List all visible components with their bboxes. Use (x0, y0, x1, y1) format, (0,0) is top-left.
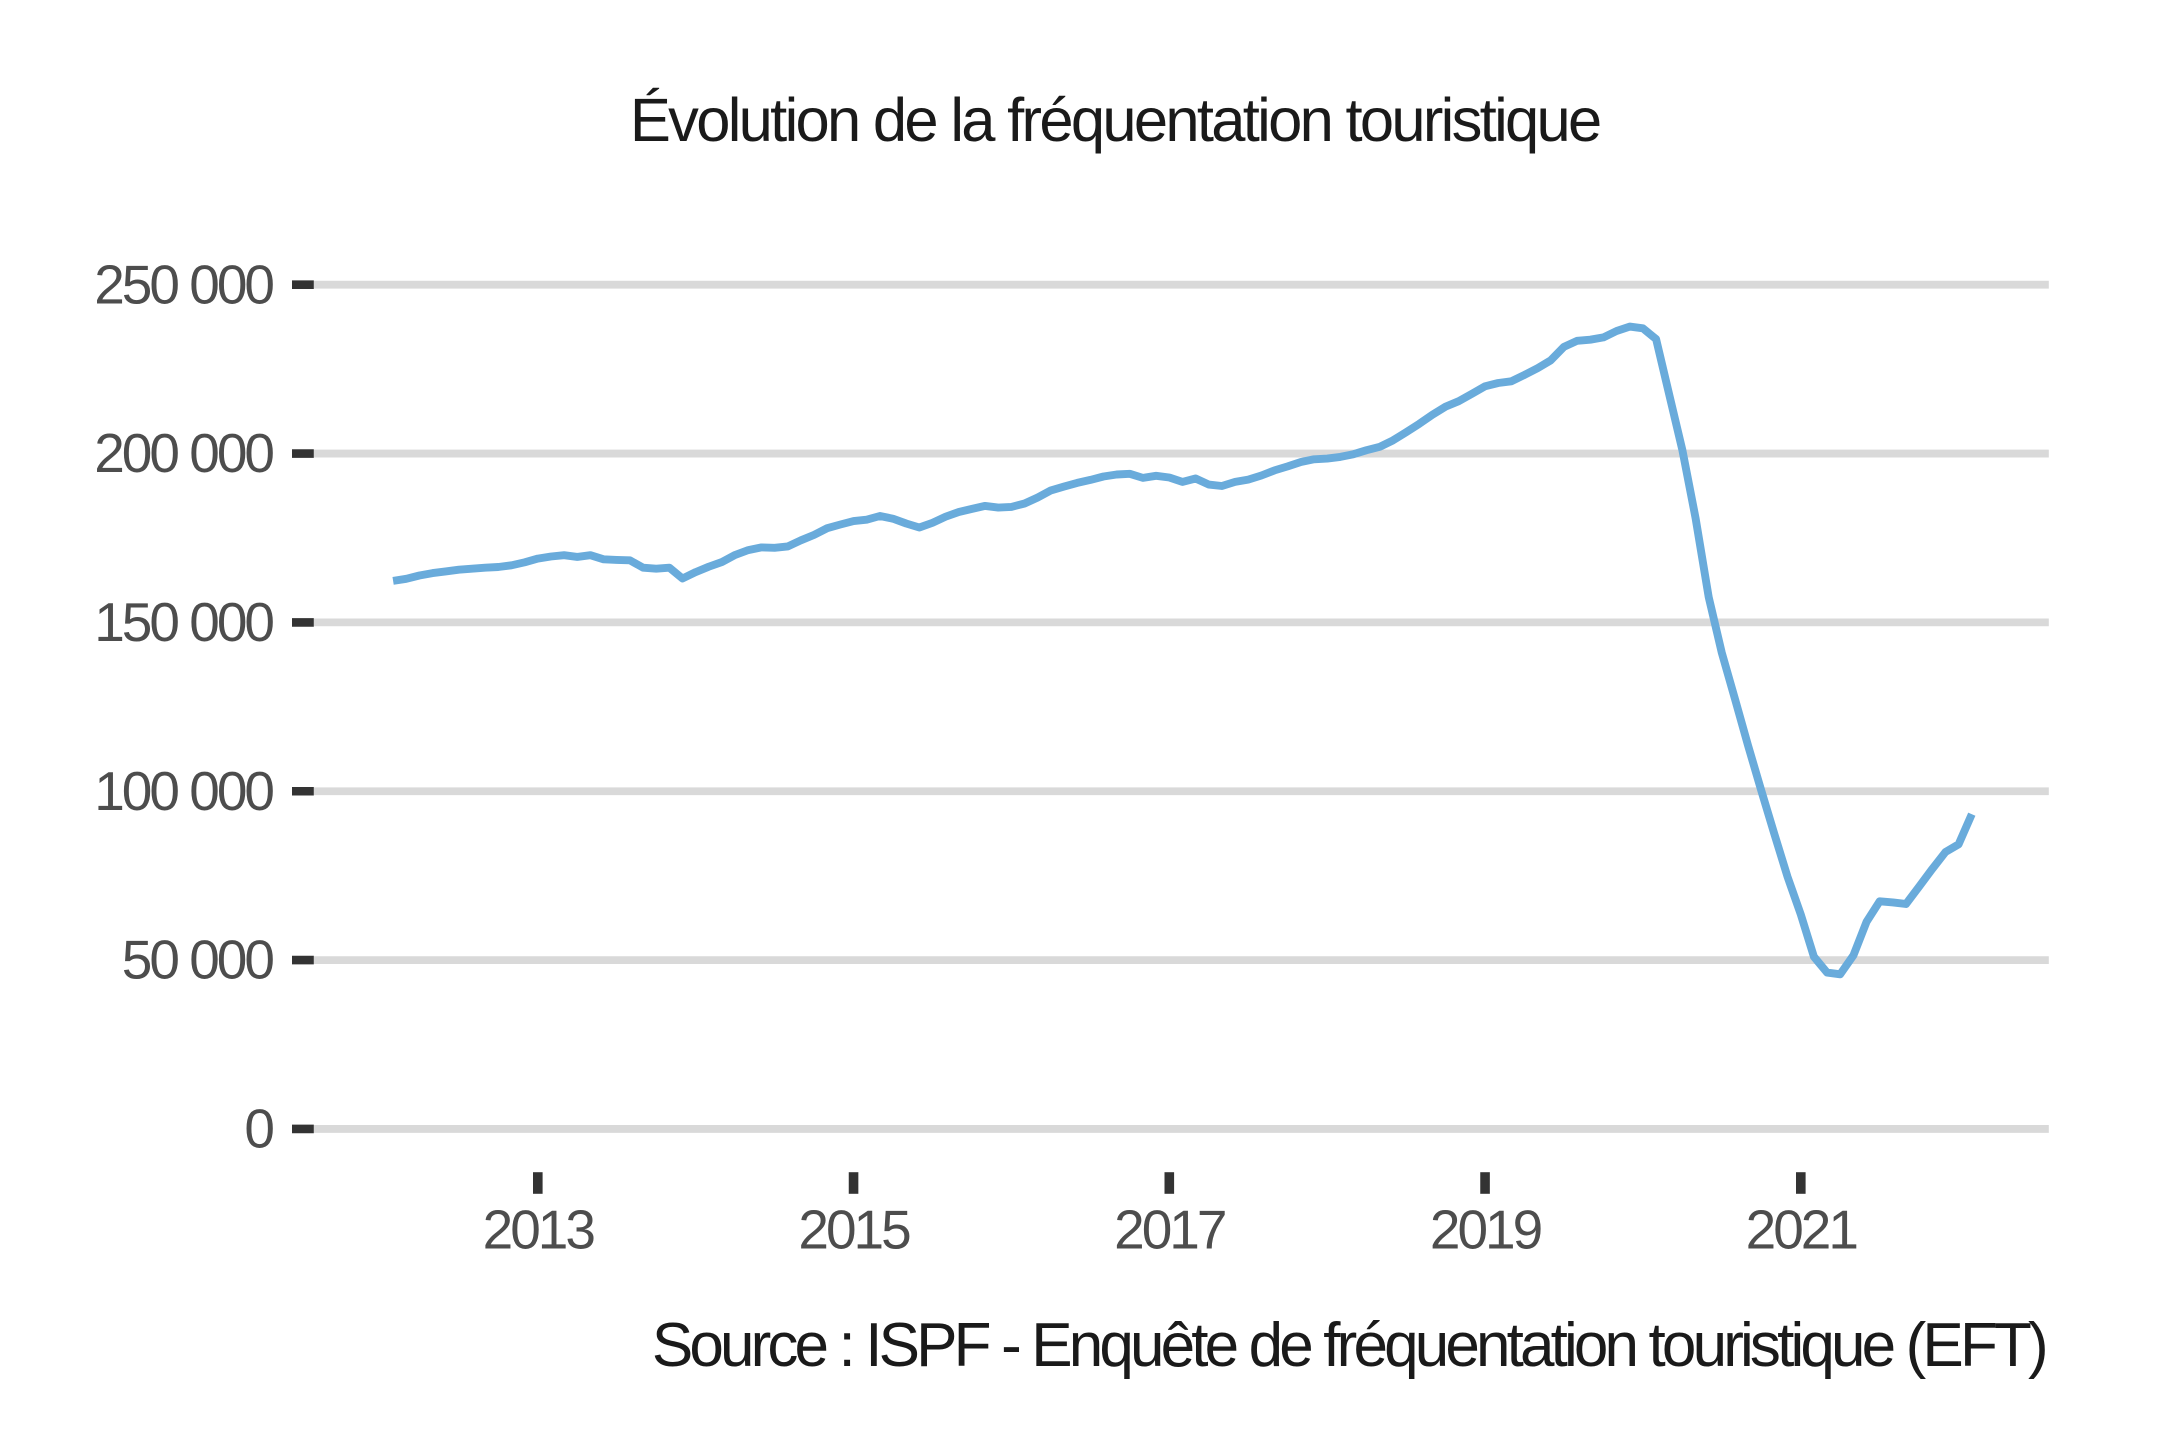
svg-text:150 000: 150 000 (94, 591, 273, 653)
svg-text:2019: 2019 (1430, 1198, 1541, 1260)
svg-text:50 000: 50 000 (122, 929, 274, 991)
svg-text:200 000: 200 000 (94, 422, 273, 484)
svg-text:100 000: 100 000 (94, 760, 273, 822)
svg-text:250 000: 250 000 (94, 253, 273, 315)
svg-text:2013: 2013 (483, 1198, 595, 1260)
svg-text:2015: 2015 (798, 1198, 910, 1260)
svg-text:2017: 2017 (1114, 1198, 1225, 1260)
svg-text:Source : ISPF - Enquête de fré: Source : ISPF - Enquête de fréquentation… (652, 1311, 2045, 1380)
svg-text:2021: 2021 (1746, 1198, 1857, 1260)
svg-text:Évolution de la fréquentation: Évolution de la fréquentation touristiqu… (630, 86, 1600, 155)
svg-text:0: 0 (244, 1098, 273, 1160)
